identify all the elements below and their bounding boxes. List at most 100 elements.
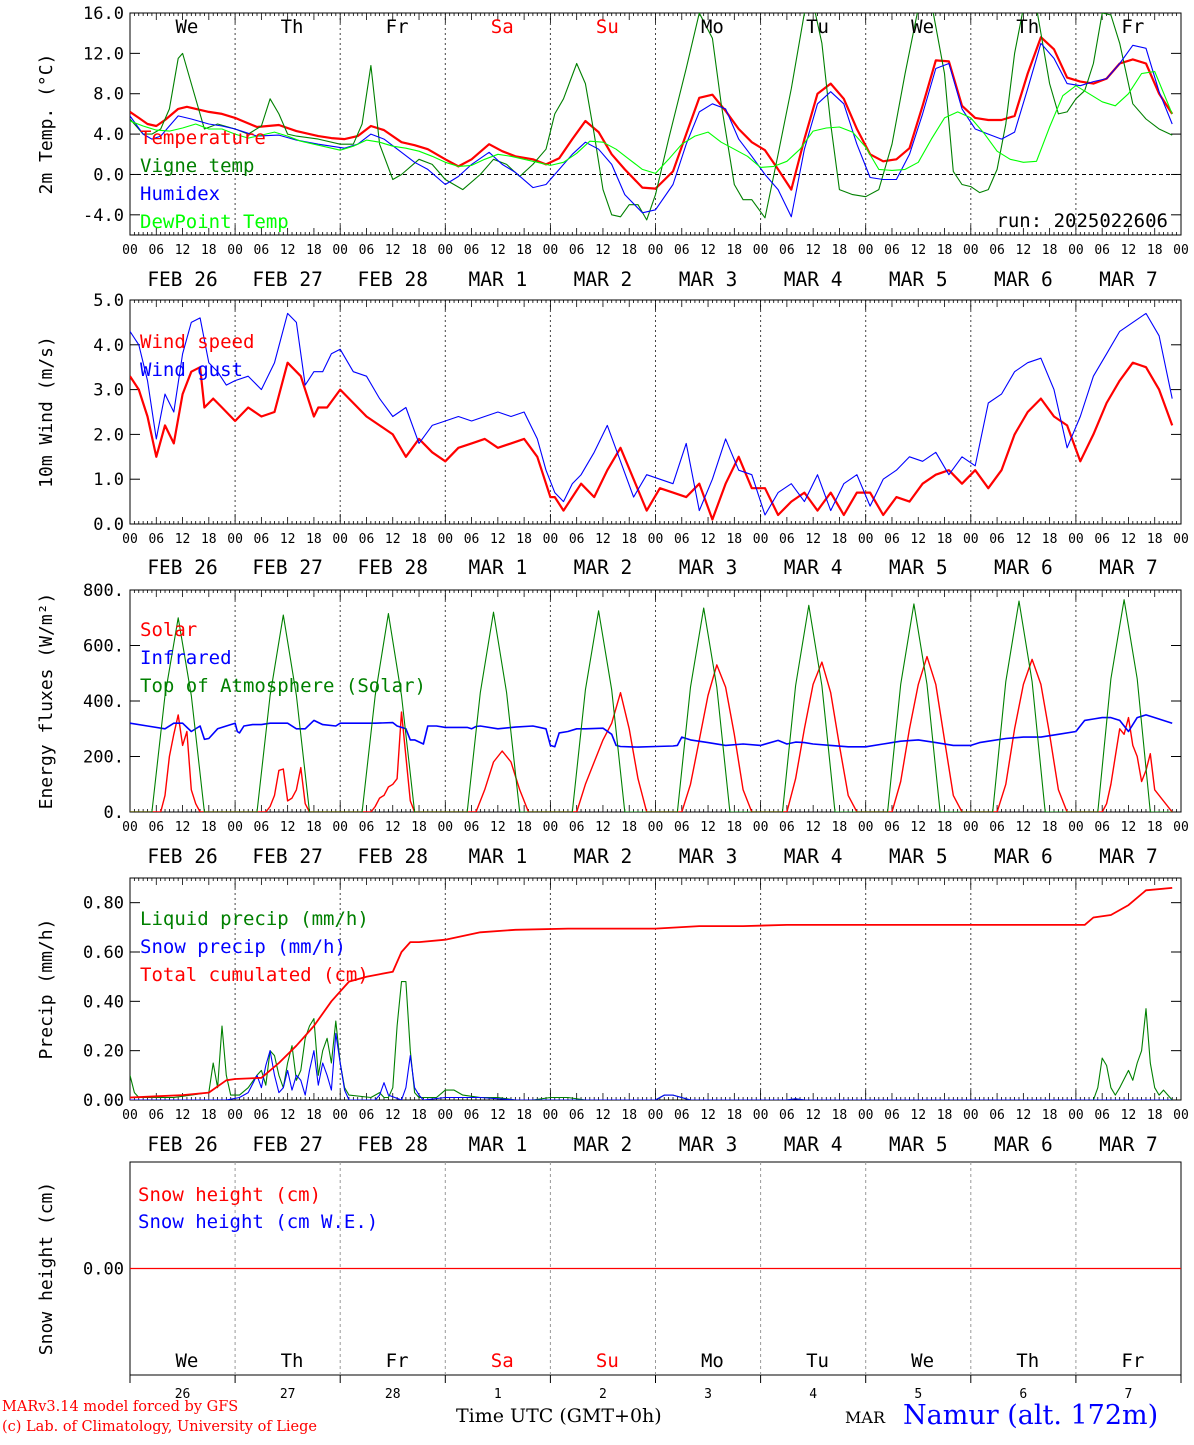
day-name: Th — [1016, 1350, 1039, 1372]
series-line — [130, 36, 1174, 191]
hour-tick-label: 12 — [910, 532, 926, 547]
hour-tick-label: 00 — [963, 820, 979, 835]
hour-tick-label: 12 — [385, 820, 401, 835]
y-tick-label: 0.60 — [83, 943, 124, 963]
hour-tick-label: 18 — [621, 243, 637, 258]
hour-tick-label: 12 — [700, 532, 716, 547]
hour-tick-label: 06 — [359, 532, 375, 547]
day-number: 7 — [1125, 1387, 1133, 1402]
hour-tick-label: 06 — [569, 532, 585, 547]
hour-tick-label: 00 — [753, 820, 769, 835]
hour-tick-label: 00 — [1068, 243, 1084, 258]
hour-tick-label: 00 — [332, 1108, 348, 1123]
day-name: Su — [596, 16, 619, 38]
date-label: MAR 2 — [574, 268, 633, 291]
y-axis-label: Precip (mm/h) — [36, 919, 57, 1060]
series-line — [130, 599, 1173, 812]
hour-tick-label: 18 — [201, 820, 217, 835]
hour-tick-label: 00 — [332, 820, 348, 835]
hour-tick-label: 00 — [332, 532, 348, 547]
panel-3: 00 06 12 18 00 06 12 18 00 06 12 18 00 06 12 18 00 06 12 18… — [36, 581, 1189, 868]
hour-tick-label: 18 — [621, 1108, 637, 1123]
hour-tick-label: 18 — [1042, 532, 1058, 547]
y-axis-label: 2m Temp. (°C) — [36, 54, 57, 195]
y-tick-label: 5.0 — [93, 291, 124, 311]
panel-2: 00 06 12 18 00 06 12 18 00 06 12 18 00 06 12 18 00 06 12 18… — [36, 291, 1189, 579]
hour-tick-label: 18 — [1147, 243, 1163, 258]
y-tick-label: 1.0 — [93, 470, 124, 490]
hour-tick-label: 18 — [726, 1108, 742, 1123]
hour-tick-label: 00 — [858, 243, 874, 258]
hour-tick-label: 12 — [175, 243, 191, 258]
hour-tick-label: 06 — [148, 532, 164, 547]
hour-tick-label: 00 — [437, 243, 453, 258]
hour-tick-label: 18 — [1147, 532, 1163, 547]
panel-5: 0.00 Snow height (cm) Snow height (cm) Snow… — [36, 1161, 1182, 1402]
date-label: MAR 5 — [889, 556, 948, 579]
date-label: MAR 7 — [1099, 1133, 1158, 1156]
date-label: FEB 26 — [147, 845, 217, 868]
hour-tick-label: 00 — [122, 532, 138, 547]
y-tick-label: 200. — [83, 748, 124, 768]
hour-tick-label: 12 — [280, 1108, 296, 1123]
hour-tick-label: 00 — [1173, 532, 1189, 547]
hour-tick-label: 18 — [1042, 820, 1058, 835]
hour-tick-label: 00 — [858, 820, 874, 835]
panel-4: 00 06 12 18 00 06 12 18 00 06 12 18 00 06 12 18 00 06 12 18… — [36, 877, 1189, 1156]
series-line — [130, 1032, 1173, 1100]
day-name: Th — [281, 1350, 304, 1372]
hour-tick-label: 18 — [411, 243, 427, 258]
hour-tick-label: 06 — [569, 820, 585, 835]
y-tick-label: 8.0 — [93, 85, 124, 105]
series-line — [130, 655, 1173, 812]
month-label: MAR — [845, 1408, 885, 1427]
y-axis-label: 10m Wind (m/s) — [36, 336, 57, 488]
date-label: MAR 7 — [1099, 556, 1158, 579]
date-label: MAR 4 — [784, 268, 843, 291]
date-label: MAR 7 — [1099, 268, 1158, 291]
hour-tick-label: 12 — [595, 532, 611, 547]
legend-entry: Temperature — [140, 127, 266, 149]
hour-tick-label: 06 — [254, 532, 270, 547]
date-label: FEB 27 — [252, 845, 322, 868]
day-name: Fr — [1121, 1350, 1144, 1372]
y-tick-label: -4.0 — [83, 206, 124, 226]
series-line — [130, 714, 1173, 748]
date-label: MAR 1 — [468, 268, 527, 291]
panel-1: 00 06 12 18 00 06 12 18 00 06 12 18 00 06 12 18 00 06 12 18… — [36, 4, 1189, 291]
hour-tick-label: 12 — [280, 532, 296, 547]
hour-tick-label: 18 — [201, 532, 217, 547]
hour-tick-label: 06 — [1094, 243, 1110, 258]
y-tick-label: 0.20 — [83, 1042, 124, 1062]
hour-tick-label: 18 — [201, 1108, 217, 1123]
y-tick-label: 0.00 — [83, 1260, 124, 1280]
hour-tick-label: 12 — [910, 820, 926, 835]
hour-tick-label: 18 — [832, 532, 848, 547]
date-label: MAR 5 — [889, 1133, 948, 1156]
hour-tick-label: 06 — [569, 243, 585, 258]
hour-tick-label: 00 — [858, 532, 874, 547]
hour-tick-label: 12 — [490, 243, 506, 258]
y-tick-label: 3.0 — [93, 381, 124, 401]
date-label: FEB 27 — [252, 268, 322, 291]
hour-tick-label: 00 — [543, 820, 559, 835]
hour-tick-label: 00 — [1068, 820, 1084, 835]
hour-tick-label: 00 — [437, 1108, 453, 1123]
legend-entry: Top of Atmosphere (Solar) — [140, 675, 426, 697]
hour-tick-label: 00 — [437, 820, 453, 835]
station-label: Namur (alt. 172m) — [903, 1400, 1159, 1431]
hour-tick-label: 00 — [227, 820, 243, 835]
hour-tick-label: 00 — [1068, 1108, 1084, 1123]
date-label: FEB 28 — [358, 556, 428, 579]
legend-entry: Vigne temp — [140, 155, 254, 177]
date-label: MAR 5 — [889, 268, 948, 291]
legend-entry: Snow height (cm W.E.) — [138, 1211, 378, 1233]
date-label: MAR 3 — [679, 1133, 738, 1156]
hour-tick-label: 00 — [227, 532, 243, 547]
date-label: MAR 2 — [574, 845, 633, 868]
hour-tick-label: 06 — [989, 243, 1005, 258]
hour-tick-label: 06 — [254, 820, 270, 835]
date-label: FEB 27 — [252, 1133, 322, 1156]
series-line — [130, 312, 1173, 516]
hour-tick-label: 06 — [1094, 532, 1110, 547]
